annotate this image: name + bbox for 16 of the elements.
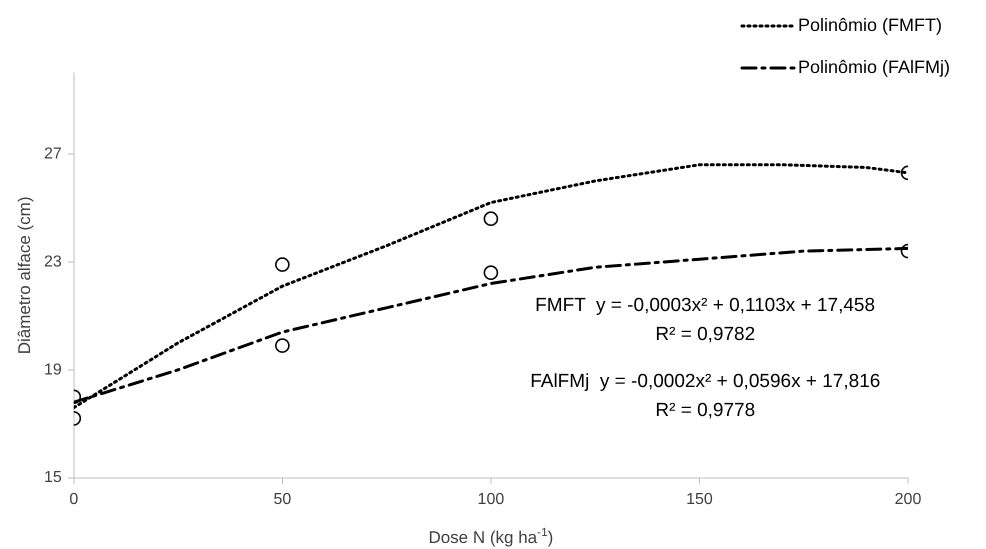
y-axis-title: Diâmetro alface (cm) (15, 196, 34, 354)
x-tick-label: 0 (69, 490, 78, 508)
y-tick-label: 27 (44, 145, 62, 162)
y-tick-label: 23 (44, 253, 62, 270)
annotation: R² = 0,9778 (655, 400, 756, 421)
y-tick-label: 15 (44, 469, 62, 486)
x-tick-label: 150 (686, 490, 713, 508)
annotation: FMFT y = -0,0003x² + 0,1103x + 17,458 (535, 295, 876, 316)
annotation: R² = 0,9782 (655, 324, 756, 345)
x-tick-label: 100 (478, 490, 504, 508)
legend-label: Polinômio (FAlFMj) (798, 56, 950, 77)
legend-label: Polinômio (FMFT) (798, 14, 942, 35)
y-tick-label: 19 (44, 361, 62, 378)
x-tick-label: 50 (273, 490, 292, 508)
x-tick-label: 200 (894, 490, 922, 508)
annotation: FAlFMj y = -0,0002x² + 0,0596x + 17,816 (530, 371, 880, 392)
